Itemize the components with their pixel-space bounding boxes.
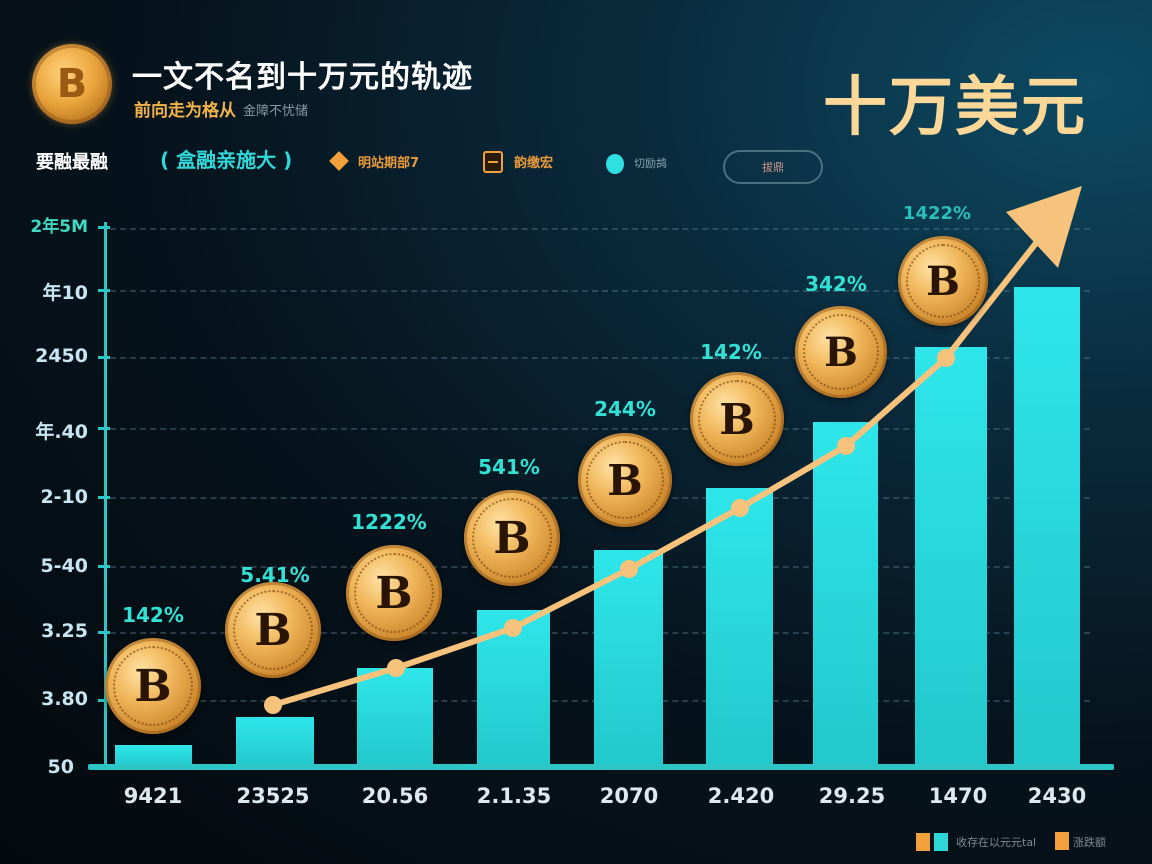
bar-6[interactable] [706,488,773,767]
bottom-legend-item: 涨跌额 [1073,836,1106,849]
legend-cyan-swatch [934,833,948,851]
x-axis [88,764,1114,770]
y-tick-label: 5-40 [40,555,88,577]
bitcoin-glyph: B [375,567,413,619]
bitcoin-coin-icon: B [464,490,560,586]
legend-item-diamond[interactable]: 明站期部7 [358,156,420,171]
x-tick-label: 20.56 [361,784,429,808]
percent-label: 142% [700,340,762,364]
gridline [110,290,1090,292]
bitcoin-logo-icon: B [32,44,112,124]
bar-9[interactable] [1014,287,1080,767]
percent-label: 5.41% [240,563,310,587]
y-tick-label: 2年5M [30,217,88,237]
bitcoin-coin-icon: B [225,582,321,678]
y-tick [98,427,110,430]
legend-pill-button[interactable]: 拔鼎 [723,150,823,184]
y-tick-label: 2-10 [40,486,88,508]
percent-label: 342% [805,272,867,296]
pill-button-label: 拔鼎 [762,161,784,174]
legend-orange-swatch [916,833,930,851]
y-tick [98,565,110,568]
y-tick [98,356,110,359]
x-tick-label: 2.1.35 [476,784,552,808]
bar-1[interactable] [115,745,192,767]
percent-label: 244% [594,397,656,421]
percent-label: 1422% [902,203,972,224]
page-subtitle: 前向走为格从 [134,101,236,121]
square-icon [483,151,503,173]
bitcoin-coin-icon: B [105,638,201,734]
headline-hundred-thousand-usd: 十万美元 [823,71,1087,145]
bar-3[interactable] [357,668,433,767]
x-tick-label: 23525 [236,784,310,808]
gridline [110,428,1090,430]
bar-8[interactable] [915,347,987,767]
bitcoin-coin-icon: B [898,236,988,326]
percent-label: 541% [478,455,540,479]
y-tick-label: 3.80 [41,688,88,710]
y-tick-label: 年10 [42,282,88,304]
gridline [110,357,1090,359]
dot-icon [606,154,624,174]
x-tick-label: 2070 [599,784,659,808]
bitcoin-coin-icon: B [690,372,784,466]
y-tick-label: 年.40 [35,421,88,443]
percent-label: 1222% [351,510,427,534]
bitcoin-glyph: B [493,512,531,564]
y-tick [98,699,110,702]
y-tick-label: 50 [47,756,74,778]
legend-label: 要融最融 [36,152,108,173]
bitcoin-coin-icon: B [578,433,672,527]
y-tick [98,631,110,634]
bitcoin-glyph: B [254,604,292,656]
legend-item-square[interactable]: 韵缴宏 [514,156,554,171]
percent-label: 142% [122,603,184,627]
page-title: 一文不名到十万元的轨迹 [132,60,473,95]
x-tick-label: 29.25 [818,784,886,808]
gridline [110,228,1090,230]
bitcoin-glyph: B [607,455,643,505]
y-tick [98,289,110,292]
y-tick [98,496,110,499]
bitcoin-glyph: B [134,660,172,712]
bitcoin-coin-icon: B [795,306,887,398]
y-tick [98,226,110,229]
bar-7[interactable] [813,422,878,767]
bar-2[interactable] [236,717,314,767]
bitcoin-glyph: B [926,257,960,305]
x-tick-label: 2.420 [707,784,775,808]
legend-item-bracket[interactable]: ( 盒融亲施大 ) [160,148,293,172]
x-tick-label: 1470 [928,784,988,808]
bitcoin-glyph: B [719,394,755,444]
y-tick-label: 2450 [35,345,88,367]
bitcoin-glyph: B [824,328,858,376]
legend-orange-swatch [1055,832,1069,850]
y-tick-label: 3.25 [41,620,88,642]
bitcoin-glyph: B [56,61,88,107]
bottom-legend-item: 收存在以元元tal [956,836,1037,849]
x-tick-label: 2430 [1027,784,1087,808]
legend-item-dot[interactable]: 切励鸪 [634,157,667,170]
x-tick-label: 9421 [123,784,183,808]
bar-5[interactable] [594,550,663,767]
bitcoin-coin-icon: B [346,545,442,641]
page-subtitle-secondary: 金障不忧储 [243,104,309,119]
